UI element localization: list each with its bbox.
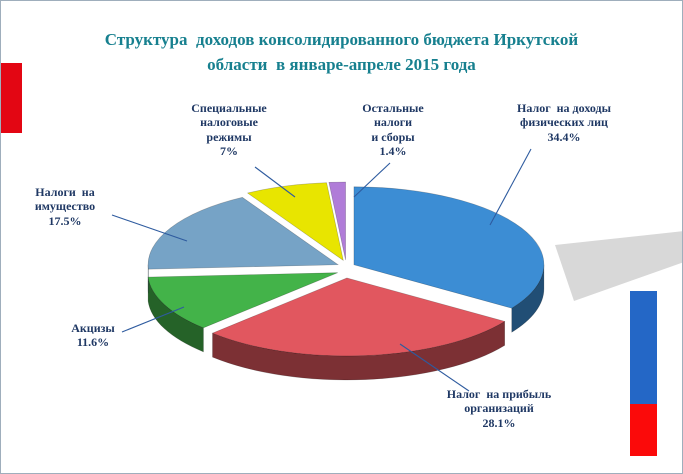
right-red-decor-bar bbox=[630, 404, 657, 456]
leader-line-other-taxes bbox=[353, 162, 391, 198]
pie-slice-personal-income-tax-top bbox=[353, 186, 545, 309]
right-blue-decor-bar bbox=[630, 291, 657, 404]
pie-label-other-taxes: Остальные налоги и сборы 1.4% bbox=[362, 101, 424, 159]
leader-line-personal-income-tax bbox=[489, 148, 532, 226]
chart-backdrop-shape bbox=[555, 231, 682, 301]
pie-slice-special-tax-regimes-top bbox=[246, 182, 344, 262]
pie-label-special-tax-regimes: Специальные налоговые режимы 7% bbox=[191, 101, 267, 159]
pie-label-property-taxes: Налоги на имущество 17.5% bbox=[34, 185, 96, 228]
pie-slice-excises-top bbox=[147, 272, 338, 329]
pie-slice-corporate-profit-tax-top bbox=[211, 277, 506, 357]
pie-slice-property-taxes-top bbox=[147, 197, 339, 270]
pie-label-excises: Акцизы 11.6% bbox=[71, 321, 115, 350]
slide-title: Структура доходов консолидированного бюд… bbox=[104, 30, 579, 74]
pie-slice-other-taxes-top bbox=[328, 181, 346, 261]
leader-line-excises bbox=[121, 306, 185, 333]
leader-line-corporate-profit-tax bbox=[399, 343, 470, 392]
leader-line-special-tax-regimes bbox=[254, 166, 296, 198]
left-red-decor-bar bbox=[1, 63, 22, 133]
leader-line-property-taxes bbox=[111, 214, 188, 242]
pie-label-personal-income-tax: Налог на доходы физических лиц 34.4% bbox=[517, 101, 611, 144]
pie-label-corporate-profit-tax: Налог на прибыль организаций 28.1% bbox=[446, 387, 552, 430]
